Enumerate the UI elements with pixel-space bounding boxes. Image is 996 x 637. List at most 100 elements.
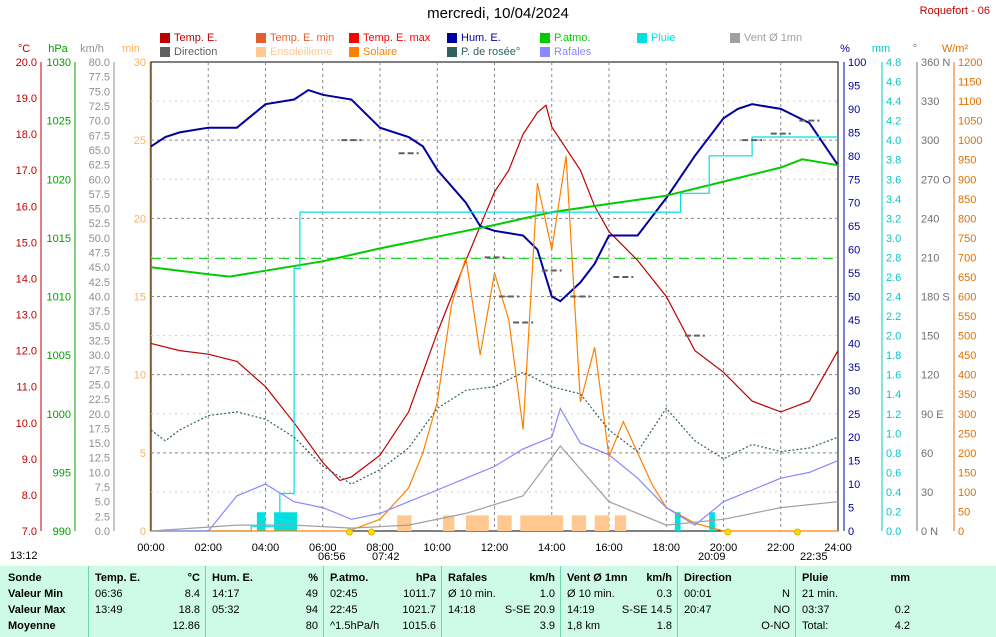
- summary-cell-value: NO: [773, 604, 791, 616]
- y-tick-label: 0.8: [886, 448, 901, 460]
- y-tick-label: 20.0: [89, 409, 110, 421]
- summary-cell-label: 06:36: [95, 588, 123, 600]
- y-tick-label: 70.0: [89, 116, 110, 128]
- y-tick-label: 50: [958, 506, 970, 518]
- legend-item: P.atmo.: [540, 32, 591, 44]
- legend-swatch: [540, 33, 550, 43]
- summary-column: P.atmo. hPa 02:45 1011.7 22:45 1021.7 ^1.5hPa/…: [323, 566, 442, 637]
- y-tick-label: 50: [848, 292, 860, 304]
- y-tick-label: 0.6: [886, 467, 901, 479]
- summary-cell-value: 1.8: [656, 620, 672, 632]
- summary-cell-row: 14:18 S-SE 20.9: [442, 602, 561, 618]
- y-tick-label: 1050: [958, 116, 982, 128]
- y-tick-label: 5.0: [95, 497, 110, 509]
- summary-cell-label: ^1.5hPa/h: [330, 620, 380, 632]
- summary-cell-row: 1,8 km 1.8: [561, 618, 678, 634]
- y-tick-label: 30: [134, 57, 146, 69]
- y-tick-label: 30.0: [89, 350, 110, 362]
- y-tick-label: 55.0: [89, 204, 110, 216]
- y-tick-label: 77.5: [89, 72, 110, 84]
- y-tick-label: 90: [848, 104, 860, 116]
- y-tick-label: 5: [140, 448, 146, 460]
- legend-label: Temp. E. min: [270, 32, 335, 44]
- weather-chart: 00:00 02:00 04:00 06:00 08:00 10:00 12:00 14:00…: [16, 43, 983, 554]
- summary-cell-row: 03:37 0.2: [796, 602, 916, 618]
- y-tick-label: 47.5: [89, 248, 110, 260]
- legend-item: Temp. E. max: [349, 32, 430, 44]
- y-tick-label: 1010: [47, 292, 71, 304]
- legend-item: P. de rosée°: [447, 46, 520, 58]
- summary-cell-value: 0.3: [656, 588, 672, 600]
- y-tick-label: 1025: [47, 116, 71, 128]
- y-tick-label: 0 N: [921, 526, 938, 538]
- summary-column-name: Vent Ø 1mn: [567, 572, 628, 584]
- y-tick-label: 15.0: [16, 237, 37, 249]
- sun-marker: [793, 528, 801, 536]
- legend-swatch: [256, 47, 266, 57]
- y-tick-label: 60: [921, 448, 933, 460]
- rain-bar: [274, 512, 297, 531]
- y-tick-label: 200: [958, 448, 976, 460]
- y-tick-label: 330: [921, 96, 939, 108]
- y-tick-label: 10.0: [16, 418, 37, 430]
- y-tick-label: 800: [958, 213, 976, 225]
- summary-column-name: Direction: [684, 572, 732, 584]
- summary-cell-value: 8.4: [184, 588, 200, 600]
- y-tick-label: 35.0: [89, 321, 110, 333]
- y-tick-label: 120: [921, 370, 939, 382]
- y-tick-label: 3.4: [886, 194, 901, 206]
- summary-cell-row: 13:49 18.8: [89, 602, 206, 618]
- y-tick-label: 40.0: [89, 292, 110, 304]
- summary-cell-row: 22:45 1021.7: [324, 602, 442, 618]
- y-tick-label: 37.5: [89, 306, 110, 318]
- y-tick-label: 95: [848, 80, 860, 92]
- series-line: [150, 104, 839, 482]
- y-tick-label: 4.8: [886, 57, 901, 69]
- sun-marker: [345, 528, 353, 536]
- sunshine-bar: [497, 515, 512, 531]
- y-tick-label: 10: [848, 479, 860, 491]
- y-tick-label: 25.0: [89, 379, 110, 391]
- x-tick-label: 16:00: [595, 542, 623, 554]
- footer-time-dusk: 22:35: [800, 551, 828, 563]
- y-tick-label: 3.8: [886, 155, 901, 167]
- y-tick-label: 20: [134, 213, 146, 225]
- legend-label: Direction: [174, 46, 218, 58]
- y-tick-label: 1150: [958, 77, 982, 89]
- legend-label: Temp. E.: [174, 32, 218, 44]
- y-tick-label: 1015: [47, 233, 71, 245]
- legend-label: Rafales: [554, 46, 592, 58]
- series-line: [150, 89, 839, 303]
- y-tick-label: 20.0: [16, 57, 37, 69]
- y-axis-unit: °C: [18, 43, 30, 55]
- summary-cell-row: ^1.5hPa/h 1015.6: [324, 618, 442, 634]
- y-tick-label: 30: [848, 385, 860, 397]
- series-line: [151, 136, 838, 532]
- summary-column-header: Hum. E.%: [206, 570, 324, 586]
- series-line: [150, 445, 839, 532]
- summary-cell-label: 1,8 km: [567, 620, 601, 632]
- legend-label: Hum. E.: [461, 32, 501, 44]
- sunshine-bar: [594, 515, 609, 531]
- y-tick-label: 55: [848, 268, 860, 280]
- summary-cell-value: N: [782, 588, 790, 600]
- y-tick-label: 9.0: [22, 454, 37, 466]
- y-tick-label: 60.0: [89, 174, 110, 186]
- y-tick-label: 42.5: [89, 277, 110, 289]
- summary-cell-label: 14:18: [448, 604, 476, 616]
- summary-cell-label: 22:45: [330, 604, 358, 616]
- x-tick-label: 14:00: [538, 542, 566, 554]
- sun-marker: [724, 528, 732, 536]
- y-tick-label: 0.2: [886, 506, 901, 518]
- summary-cell-value: 12.86: [172, 620, 200, 632]
- y-axis-unit: W/m²: [942, 43, 969, 55]
- summary-column-unit: hPa: [415, 572, 436, 584]
- y-tick-label: 4.4: [886, 96, 901, 108]
- x-tick-label: 20:00: [710, 542, 738, 554]
- y-axis-unit: °: [913, 43, 917, 55]
- legend-label: Solaire: [363, 46, 398, 58]
- y-tick-label: 17.5: [89, 423, 110, 435]
- summary-cell-value: 49: [305, 588, 318, 600]
- y-tick-label: 22.5: [89, 394, 110, 406]
- y-tick-label: 50.0: [89, 233, 110, 245]
